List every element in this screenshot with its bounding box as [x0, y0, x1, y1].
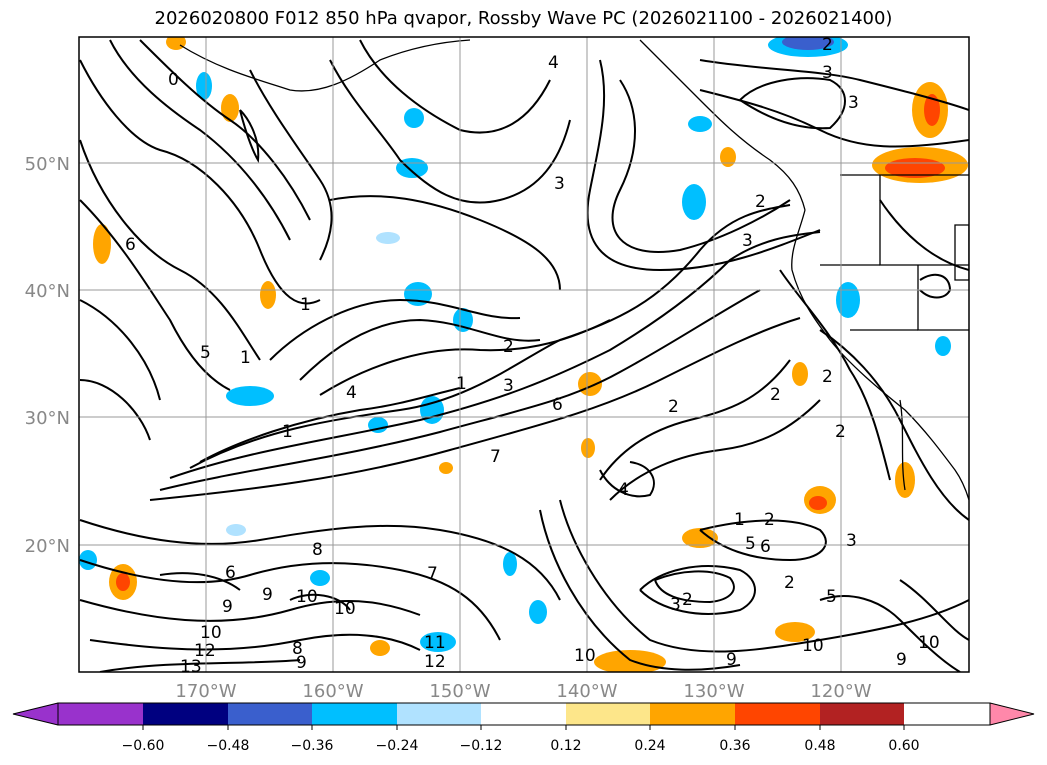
contour-label-2a: 2: [822, 35, 833, 55]
colorbar-cell: [481, 703, 566, 725]
contour-label-1: 1: [282, 422, 293, 442]
contour-label-1c: 1: [456, 374, 467, 394]
colorbar-cell: [735, 703, 820, 725]
colorbar-tick-label: 0.48: [804, 738, 835, 754]
contour-label-2: 2: [503, 337, 514, 357]
colorbar-tick-label: −0.12: [460, 738, 503, 754]
colorbar-tick-label: 0.60: [888, 738, 919, 754]
contour-label-3g: 3: [670, 595, 681, 615]
lon-label-140w: 140°W: [556, 681, 617, 702]
contour-label-1d: 1: [734, 510, 745, 530]
contour-lines: [79, 39, 969, 672]
contour-label-8: 8: [312, 540, 323, 560]
contour-label-6a: 6: [125, 235, 136, 255]
colorbar-tick-label: 0.36: [719, 738, 750, 754]
contour-label-13: 13: [180, 657, 202, 677]
colorbar-tick-label: −0.48: [207, 738, 250, 754]
contour-label-6c: 6: [225, 563, 236, 583]
colorbar-cell: [228, 703, 312, 725]
contour-label-3d: 3: [822, 63, 833, 83]
lat-label-50n: 50°N: [25, 154, 70, 175]
contour-label-10: 10: [296, 587, 318, 607]
coastlines: [179, 39, 969, 501]
colorbar-right-extension: [990, 703, 1034, 725]
contour-label-9d: 9: [726, 650, 737, 670]
contour-label-2b: 2: [755, 192, 766, 212]
contour-label-4: 4: [346, 383, 357, 403]
lat-label-40n: 40°N: [25, 281, 70, 302]
colorbar-tick-label: −0.60: [122, 738, 165, 754]
colorbar-tick-label: 0.12: [550, 738, 581, 754]
contour-label-2c: 2: [668, 397, 679, 417]
contour-label-5c: 5: [826, 587, 837, 607]
contour-label-3b: 3: [554, 174, 565, 194]
colorbar: −0.60 −0.48 −0.36 −0.24 −0.12 0.12 0.24 0.36 0.4…: [12, 702, 1035, 754]
longitude-axis: 170°W 160°W 150°W 140°W 130°W 120°W: [175, 681, 871, 702]
negative-anomaly-shading: [79, 37, 951, 652]
contour-label-7: 7: [490, 447, 501, 467]
contour-label-9: 9: [262, 585, 273, 605]
contour-label-6: 6: [552, 395, 563, 415]
colorbar-tick-label: 0.24: [634, 738, 665, 754]
contour-label-4a: 4: [548, 53, 559, 73]
contour-labels: 1 2 3 4 6 7 3 3 3 2 3 2 4 0 6 5 1 1 1 2 …: [125, 35, 940, 677]
lon-label-170w: 170°W: [175, 681, 236, 702]
contour-label-9c: 9: [896, 650, 907, 670]
contour-label-10f: 10: [918, 633, 940, 653]
colorbar-tick-label: −0.36: [291, 738, 334, 754]
contour-label-3f: 3: [846, 531, 857, 551]
lon-label-130w: 130°W: [683, 681, 744, 702]
lon-label-120w: 120°W: [810, 681, 871, 702]
colorbar-tick-label: −0.24: [376, 738, 419, 754]
contour-label-3c: 3: [742, 231, 753, 251]
contour-label-2f: 2: [822, 367, 833, 387]
colorbar-cell: [58, 703, 143, 725]
contour-label-5: 5: [200, 343, 211, 363]
contour-label-2h: 2: [784, 573, 795, 593]
contour-label-2d: 2: [770, 385, 781, 405]
contour-label-11: 11: [424, 633, 446, 653]
map-plot-area: 1 2 3 4 6 7 3 3 3 2 3 2 4 0 6 5 1 1 1 2 …: [79, 35, 969, 677]
contour-label-0: 0: [168, 70, 179, 90]
lat-label-30n: 30°N: [25, 408, 70, 429]
contour-label-9e: 9: [296, 653, 307, 673]
contour-label-1b: 1: [300, 295, 311, 315]
contour-label-3: 3: [503, 376, 514, 396]
contour-label-9b: 9: [222, 597, 233, 617]
colorbar-left-extension: [13, 703, 58, 725]
contour-label-10c: 10: [200, 623, 222, 643]
contour-label-4b: 4: [618, 480, 629, 500]
positive-anomaly-shading: [93, 37, 968, 672]
contour-label-12: 12: [424, 652, 446, 672]
contour-label-7b: 7: [427, 564, 438, 584]
contour-label-10d: 10: [574, 646, 596, 666]
lat-lon-grid: [79, 37, 969, 672]
colorbar-cell: [566, 703, 650, 725]
contour-label-2g: 2: [764, 510, 775, 530]
map-frame: [78, 36, 970, 673]
lat-label-20n: 20°N: [25, 536, 70, 557]
colorbar-cell: [650, 703, 735, 725]
lon-label-150w: 150°W: [429, 681, 490, 702]
contour-label-3e: 3: [848, 93, 859, 113]
contour-label-12b: 12: [194, 641, 216, 661]
contour-label-6b: 6: [760, 537, 771, 557]
latitude-axis: 50°N 40°N 30°N 20°N: [25, 154, 70, 557]
contour-label-2e: 2: [835, 422, 846, 442]
colorbar-cell: [143, 703, 228, 725]
contour-label-2i: 2: [682, 590, 693, 610]
map-title: 2026020800 F012 850 hPa qvapor, Rossby W…: [154, 8, 893, 29]
lon-label-160w: 160°W: [302, 681, 363, 702]
contour-label-1a: 1: [240, 348, 251, 368]
contour-label-8b: 8: [292, 639, 303, 659]
contour-label-10e: 10: [802, 636, 824, 656]
colorbar-cell: [397, 703, 481, 725]
contour-label-5b: 5: [745, 534, 756, 554]
colorbar-cell: [312, 703, 397, 725]
contour-label-10b: 10: [334, 599, 356, 619]
colorbar-cell: [820, 703, 904, 725]
